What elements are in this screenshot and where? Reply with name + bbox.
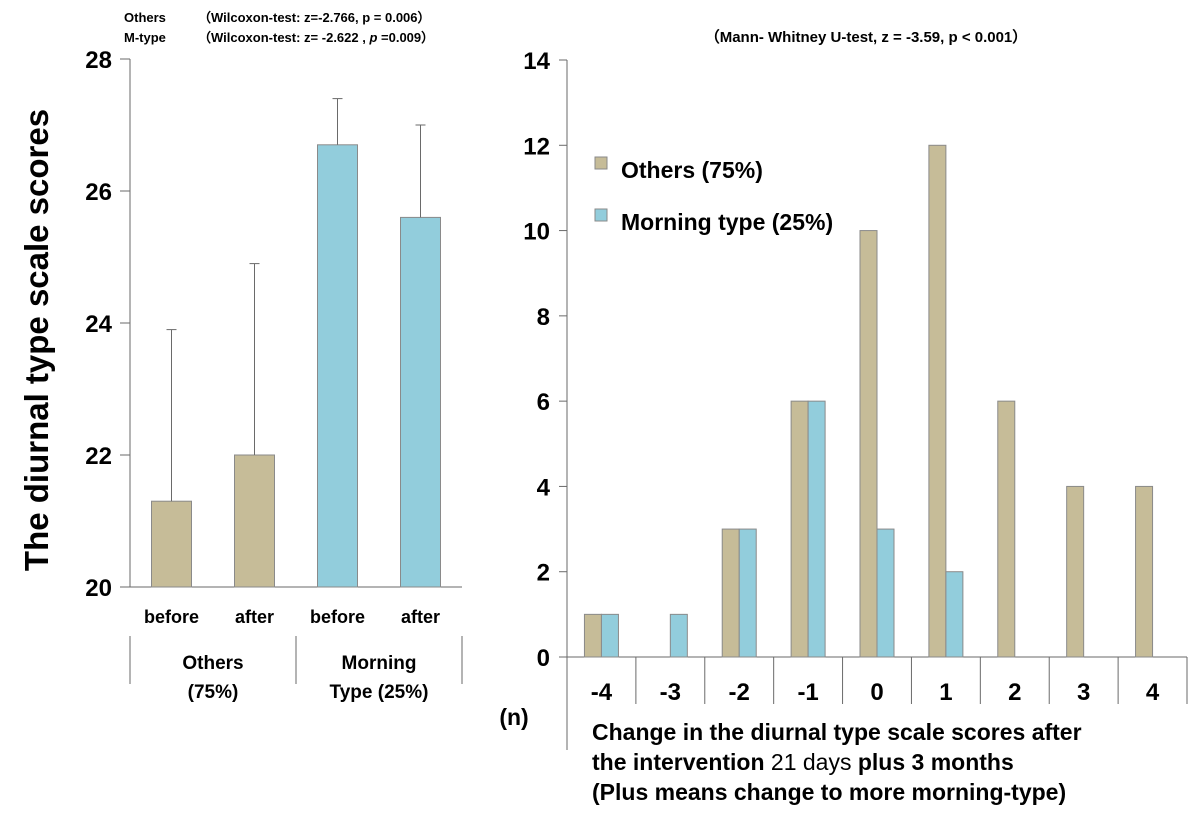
y-tick-label: 12 [523, 133, 550, 160]
x-axis-label-line: the intervention 21 days plus 3 months [592, 749, 1014, 775]
group-label: Others [182, 653, 243, 674]
x-tick-label: 4 [1146, 679, 1160, 706]
bar [928, 144, 947, 658]
y-tick-label: 24 [85, 311, 112, 338]
stats-test-others: （Wilcoxon-test: z=-2.766, p = 0.006） [198, 10, 431, 25]
y-tick-label: 8 [537, 304, 550, 331]
bar [859, 230, 878, 658]
x-tick-label: 2 [1008, 679, 1021, 706]
y-tick-label: 10 [523, 219, 550, 246]
legend-swatch [594, 208, 608, 222]
x-tick-label: 3 [1077, 679, 1090, 706]
x-tick-label: -1 [797, 679, 818, 706]
y-tick-label: 0 [537, 645, 550, 672]
y-axis-label: The diurnal type scale scores [18, 109, 55, 571]
bar [400, 216, 441, 588]
bar [234, 454, 275, 588]
bar [600, 613, 619, 658]
stats-group-others: Others [124, 10, 166, 25]
x-tick-label: -2 [729, 679, 750, 706]
bar [790, 400, 809, 658]
y-tick-label: 20 [85, 575, 112, 602]
bar [317, 144, 358, 588]
stats-group-mtype: M-type [124, 30, 166, 45]
bar [1135, 485, 1154, 658]
bar [1066, 485, 1085, 658]
x-tick-label: 1 [939, 679, 952, 706]
x-tick-label: -3 [660, 679, 681, 706]
y-tick-label: 2 [537, 560, 550, 587]
x-category-label: after [401, 607, 440, 627]
group-label: (75%) [188, 682, 239, 703]
bar [807, 400, 826, 658]
x-tick-label: 0 [870, 679, 883, 706]
bar [876, 528, 895, 658]
legend-label: Others (75%) [621, 157, 763, 183]
x-axis-label-line: Change in the diurnal type scale scores … [592, 719, 1082, 745]
y-tick-label: 14 [523, 48, 550, 75]
right-chart: （Mann- Whitney U-test, z = -3.59, p < 0.… [499, 28, 1188, 805]
x-tick-label: -4 [591, 679, 613, 706]
bar [583, 613, 602, 658]
y-tick-label: 22 [85, 443, 112, 470]
y-tick-label: 26 [85, 179, 112, 206]
x-category-label: before [144, 607, 199, 627]
left-chart: Others （Wilcoxon-test: z=-2.766, p = 0.00… [18, 10, 463, 703]
y-tick-label: 6 [537, 389, 550, 416]
group-label: Morning [342, 653, 417, 674]
bar [997, 400, 1016, 658]
x-category-label: before [310, 607, 365, 627]
bar [738, 528, 757, 658]
bar [669, 613, 688, 658]
stats-test-mtype: （Wilcoxon-test: z= -2.622 , p =0.009） [198, 30, 434, 45]
x-axis-label-line: (Plus means change to more morning-type) [592, 779, 1066, 805]
chart-title: （Mann- Whitney U-test, z = -3.59, p < 0.… [705, 28, 1028, 46]
legend-label: Morning type (25%) [621, 209, 833, 235]
y-tick-label: 4 [537, 474, 551, 501]
bar [151, 500, 192, 588]
y-unit-label: (n) [499, 704, 528, 730]
bar [721, 528, 740, 658]
group-label: Type (25%) [330, 682, 429, 703]
y-tick-label: 28 [85, 47, 112, 74]
x-category-label: after [235, 607, 274, 627]
bar [945, 571, 964, 658]
legend-swatch [594, 156, 608, 170]
